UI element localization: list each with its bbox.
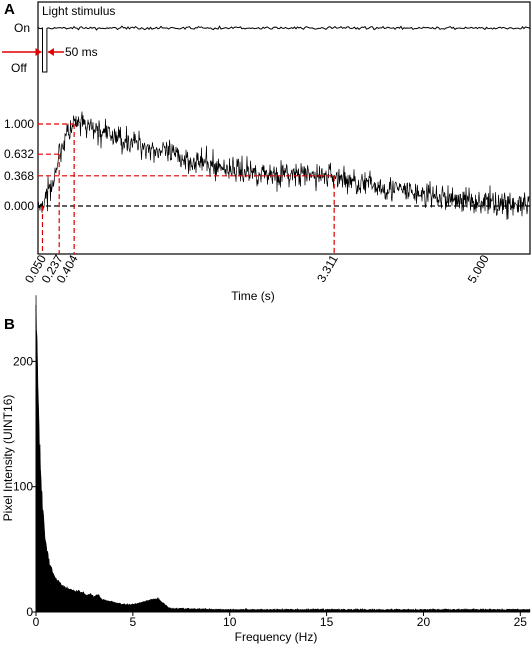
y-tick-label-0632: 0.632	[4, 147, 34, 161]
panel-a-frame	[37, 1, 531, 255]
y-axis-title-b: Pixel Intensity (UINT16)	[1, 395, 15, 522]
x-ticks-b	[35, 612, 521, 616]
stimulus-label: Light stimulus	[42, 4, 115, 18]
x-tick-label-b-10: 10	[223, 615, 237, 629]
x-axis-title-b: Frequency (Hz)	[235, 630, 318, 644]
x-tick-label-b-25: 25	[514, 615, 528, 629]
stimulus-on-label: On	[14, 21, 30, 35]
y-tick-label-b-200: 200	[13, 354, 33, 368]
arrow-right-head	[47, 48, 54, 56]
panel-b-label: B	[4, 316, 15, 333]
stimulus-duration-label: 50 ms	[65, 45, 98, 59]
arrow-left-head	[35, 48, 42, 56]
y-tick-label-b-100: 100	[13, 480, 33, 494]
x-tick-label-b-5: 5	[130, 615, 137, 629]
x-tick-label-b-15: 15	[320, 615, 334, 629]
y-tick-label-1000: 1.000	[4, 117, 34, 131]
y-tick-label-b-0: 0	[26, 605, 33, 619]
y-tick-label-0000: 0.000	[4, 199, 34, 213]
panel-a: Light stimulus On Off 50 ms 1.000 0.632 …	[2, 1, 531, 303]
stimulus-duration-arrows	[2, 48, 64, 56]
panel-a-label: A	[4, 1, 15, 18]
x-tick-label-b-20: 20	[417, 615, 431, 629]
x-tick-label-5000: 5.000	[465, 252, 492, 285]
y-ticks-b	[32, 360, 36, 613]
response-trace	[37, 111, 530, 220]
reference-lines	[38, 123, 530, 254]
y-tick-label-0368: 0.368	[4, 169, 34, 183]
x-axis-title-a: Time (s)	[231, 289, 275, 303]
stimulus-trace	[37, 25, 531, 73]
x-tick-label-b-0: 0	[33, 615, 40, 629]
x-tick-label-3311: 3.311	[314, 252, 341, 285]
panel-b: 0 5 10 15 20 25 0 100 200 Frequency (Hz)…	[1, 295, 531, 644]
stimulus-off-label: Off	[11, 61, 27, 75]
spectrum-area	[35, 295, 531, 613]
